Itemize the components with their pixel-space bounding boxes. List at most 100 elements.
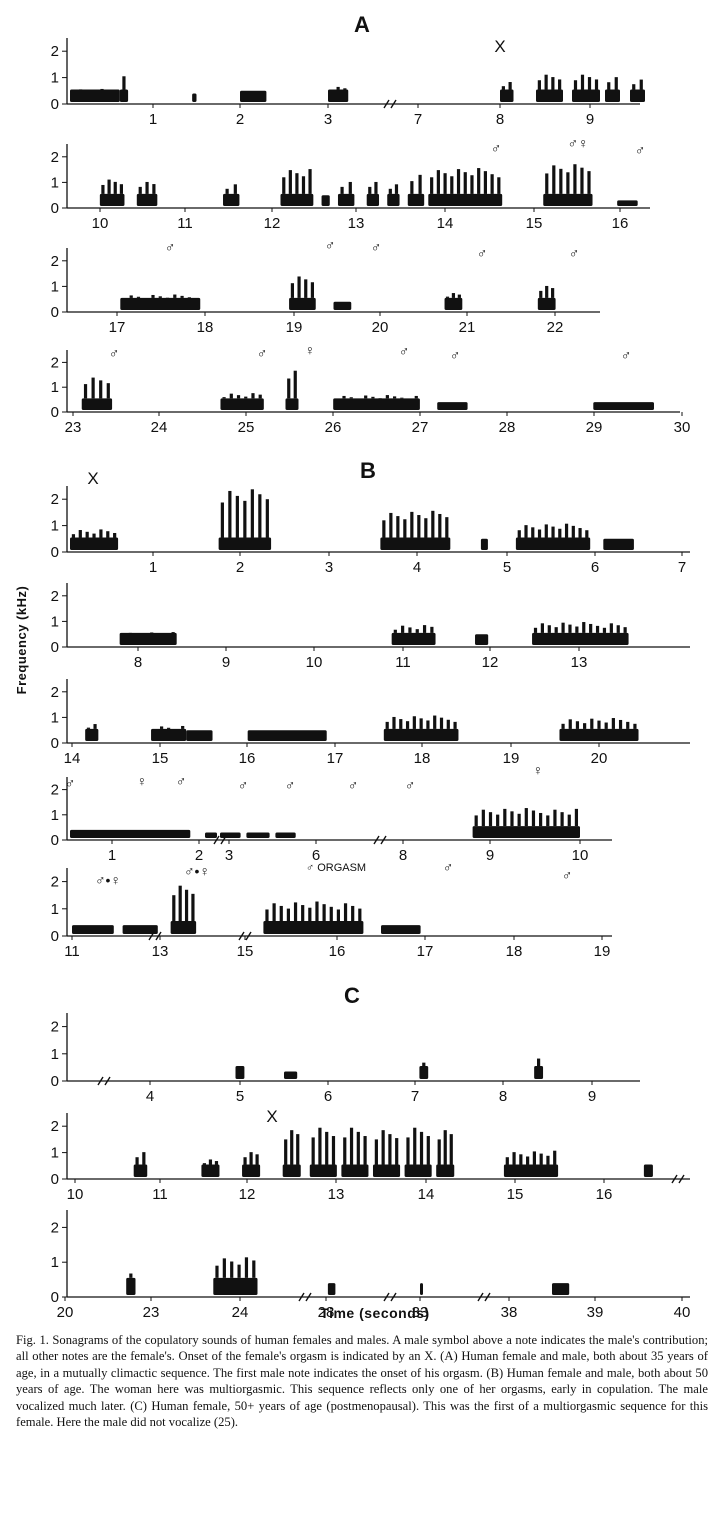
note-body [436,1164,455,1177]
y-tick-label: 0 [51,1171,59,1188]
x-tick-label: 9 [486,847,494,864]
note [534,1058,544,1079]
note-body [327,1283,336,1295]
x-tick-label: 8 [399,847,407,864]
note-harmonic [325,1131,329,1165]
note-body [201,1164,220,1177]
note-harmonic [191,893,195,922]
note-harmonic [225,188,229,194]
note [285,370,299,410]
note-harmonic [445,517,449,538]
note-harmonic [546,815,550,827]
y-tick-label: 1 [51,70,59,87]
note-harmonic [336,909,340,922]
note-harmonic [594,79,599,90]
sex-symbol: ♂ [285,777,296,793]
note-harmonic [539,812,543,827]
note-body [532,632,629,645]
note-harmonic [578,528,582,538]
note-harmonic [463,172,467,194]
note [85,724,99,741]
note-harmonic [342,395,346,399]
note [543,164,593,206]
note-harmonic [568,719,572,729]
y-tick-label: 1 [51,1145,59,1162]
note-harmonic [553,809,557,827]
x-tick-label: 30 [674,419,691,436]
x-tick-label: 3 [225,847,233,864]
note-harmonic [490,174,494,194]
note-harmonic [99,529,103,538]
note-body [122,925,158,934]
note-harmonic [553,1150,557,1165]
x-tick-label: 20 [591,750,608,767]
note [275,832,296,838]
note-harmonic [113,181,117,194]
note-harmonic [401,625,405,633]
y-tick-label: 0 [51,404,59,421]
note-harmonic [633,723,637,729]
sex-symbol: ♂ [450,347,461,363]
x-tick-label: 27 [412,419,429,436]
y-tick-label: 1 [51,807,59,824]
note-harmonic [389,512,393,538]
note-harmonic [604,722,608,729]
note-harmonic [178,885,182,922]
note-harmonic [510,811,514,827]
note-harmonic [388,188,392,194]
note [263,901,364,934]
note-harmonic [214,1161,219,1165]
y-tick-label: 0 [51,200,59,217]
note-body [605,89,620,102]
note-harmonic [537,80,541,90]
orgasm-onset-marker: X [266,1107,277,1126]
note-harmonic [559,168,563,194]
x-tick-label: 14 [437,215,454,232]
note [536,74,563,102]
note [119,632,177,645]
note [387,184,400,206]
x-tick-label: 16 [239,750,256,767]
sex-symbol: ♂ [443,859,454,875]
y-tick-label: 1 [51,379,59,396]
sex-symbol: ♀ [137,773,148,789]
note-harmonic [437,1139,441,1165]
note-harmonic [566,172,570,194]
note-harmonic [410,511,414,538]
note-harmonic [587,77,592,90]
y-tick-label: 2 [51,588,59,605]
note-harmonic [85,531,89,538]
note [99,179,125,206]
note-body [543,193,593,206]
x-tick-label: 23 [65,419,82,436]
note-body [282,1164,301,1177]
x-tick-label: 13 [152,943,169,960]
note-harmonic [439,717,444,729]
note-harmonic [258,394,262,399]
note-harmonic [129,1273,133,1278]
x-tick-label: 18 [197,319,214,336]
note-harmonic [351,905,355,922]
note-harmonic [560,812,564,827]
note [201,1159,220,1177]
y-tick-label: 2 [51,1019,59,1036]
note-harmonic [150,632,154,633]
note-harmonic [301,176,306,194]
x-tick-label: 11 [152,1186,168,1203]
note-harmonic [374,1139,378,1165]
note-harmonic [222,1258,226,1278]
note [333,395,420,410]
sonagram-row: 0 1 2 14 15 16 17 18 19 20 [51,679,690,767]
note-harmonic [93,724,97,729]
x-tick-label: 6 [324,1088,332,1105]
note [383,715,459,741]
sex-symbol: ♂ [562,867,573,883]
note-harmonic [315,901,319,922]
x-tick-label: 11 [177,215,193,232]
note [247,730,327,741]
x-tick-label: 16 [612,215,629,232]
note-body [223,193,240,206]
y-tick-label: 2 [51,354,59,371]
note-harmonic [430,626,434,633]
